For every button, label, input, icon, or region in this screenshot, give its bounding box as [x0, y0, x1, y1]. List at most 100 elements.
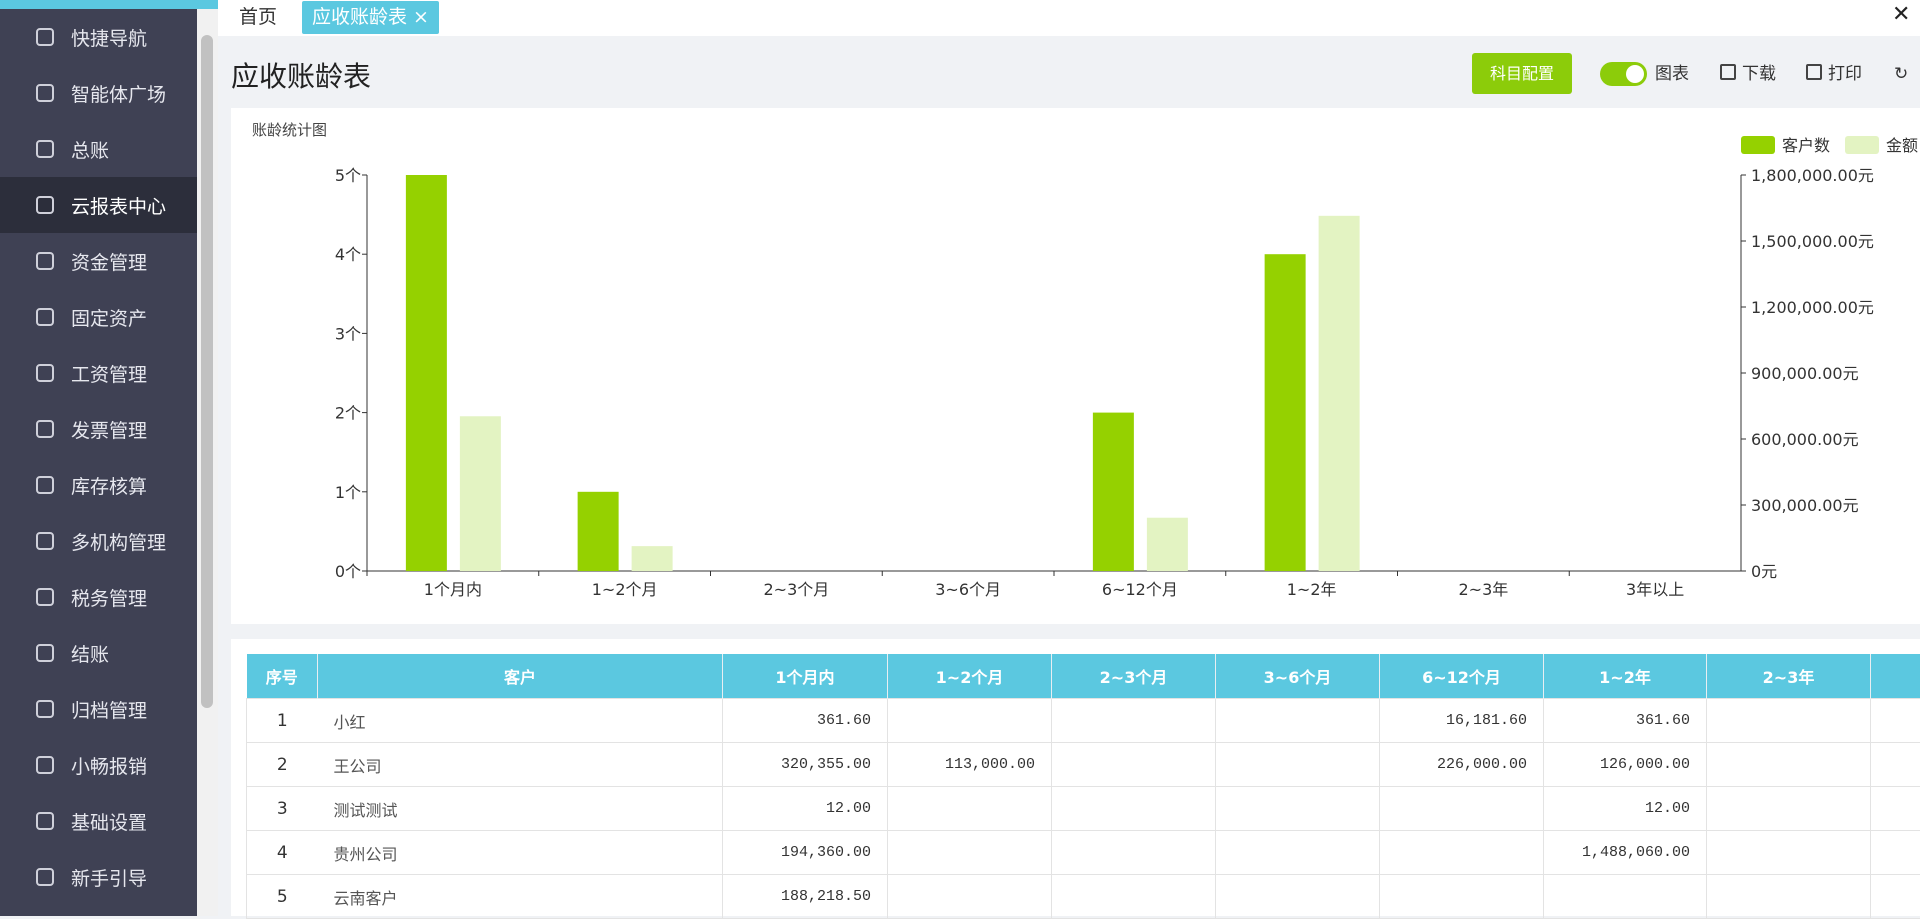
- nav-item[interactable]: 云报表中心: [0, 177, 197, 233]
- sidebar: 快捷导航智能体广场总账云报表中心资金管理固定资产工资管理发票管理库存核算多机构管…: [0, 0, 197, 916]
- nav-item[interactable]: 资金管理: [0, 233, 197, 289]
- bar: [632, 546, 673, 571]
- empty-cell: [1707, 831, 1871, 875]
- tab[interactable]: 首页: [229, 1, 287, 34]
- y2-tick-label: 1,800,000.00元: [1751, 166, 1874, 185]
- print-label: 打印: [1828, 64, 1862, 84]
- empty-cell: [888, 875, 1052, 919]
- nav-icon: [36, 196, 54, 214]
- cell: 320,355.00: [723, 743, 888, 787]
- x-tick-label: 1个月内: [424, 580, 482, 599]
- empty-cell: [888, 787, 1052, 831]
- bar: [1093, 413, 1134, 571]
- empty-cell: [1871, 787, 1920, 831]
- nav-item[interactable]: 税务管理: [0, 569, 197, 625]
- nav-icon: [36, 308, 54, 326]
- cell: 小红: [318, 699, 723, 743]
- nav-label: 资金管理: [71, 248, 147, 275]
- empty-cell: [1216, 831, 1380, 875]
- nav-item[interactable]: 智能体广场: [0, 65, 197, 121]
- x-tick-label: 3年以上: [1626, 580, 1684, 599]
- nav-label: 税务管理: [71, 584, 147, 611]
- y-tick-label: 4个: [335, 245, 361, 264]
- cell: 1,488,060.00: [1544, 831, 1707, 875]
- chart-title: 账龄统计图: [252, 121, 327, 139]
- nav-item[interactable]: 小畅报销: [0, 737, 197, 793]
- chart-toggle-label[interactable]: 图表: [1655, 62, 1689, 86]
- nav-item[interactable]: 总账: [0, 121, 197, 177]
- header-cell: 2~3年: [1707, 654, 1871, 699]
- cell: 12.00: [1544, 787, 1707, 831]
- print-button[interactable]: 打印: [1806, 62, 1862, 86]
- y2-tick-label: 1,500,000.00元: [1751, 232, 1874, 251]
- empty-cell: [1052, 699, 1216, 743]
- nav-item[interactable]: 基础设置: [0, 793, 197, 849]
- empty-cell: [1380, 875, 1544, 919]
- nav-icon: [36, 84, 54, 102]
- nav-icon: [36, 140, 54, 158]
- y-tick-label: 3个: [335, 324, 361, 343]
- cell: 194,360.00: [723, 831, 888, 875]
- empty-cell: [1871, 875, 1920, 919]
- nav-item[interactable]: 归档管理: [0, 681, 197, 737]
- y2-tick-label: 0元: [1751, 562, 1777, 581]
- cell: 188,218.50: [723, 875, 888, 919]
- header-cell: 2~3个月: [1052, 654, 1216, 699]
- y-tick-label: 0个: [335, 562, 361, 581]
- cell: 126,000.00: [1544, 743, 1707, 787]
- close-button[interactable]: ✕: [1892, 2, 1910, 27]
- nav-label: 多机构管理: [71, 528, 166, 555]
- nav-item[interactable]: 多机构管理: [0, 513, 197, 569]
- nav-item[interactable]: 发票管理: [0, 401, 197, 457]
- scroll-thumb[interactable]: [201, 35, 213, 708]
- nav-item[interactable]: 结账: [0, 625, 197, 681]
- y-tick-label: 5个: [335, 166, 361, 185]
- cell: 16,181.60: [1380, 699, 1544, 743]
- nav-icon: [36, 252, 54, 270]
- empty-cell: [1216, 699, 1380, 743]
- nav-label: 智能体广场: [71, 80, 166, 107]
- page-title: 应收账龄表: [231, 55, 371, 95]
- nav-item[interactable]: 库存核算: [0, 457, 197, 513]
- download-button[interactable]: 下载: [1720, 62, 1776, 86]
- header-cell: 6~12个月: [1380, 654, 1544, 699]
- tab-label: 应收账龄表: [312, 6, 407, 28]
- nav-icon: [36, 28, 54, 46]
- bar: [578, 492, 619, 571]
- nav-item[interactable]: 工资管理: [0, 345, 197, 401]
- header-cell: 1个月内: [723, 654, 888, 699]
- cell: 361.60: [723, 699, 888, 743]
- config-button[interactable]: 科目配置: [1472, 53, 1572, 94]
- chart-toggle[interactable]: [1600, 62, 1647, 86]
- bar: [406, 175, 447, 571]
- tab-bar: [218, 0, 1920, 36]
- bar: [460, 416, 501, 571]
- nav-label: 云报表中心: [71, 192, 166, 219]
- empty-cell: [1052, 875, 1216, 919]
- y-tick-label: 2个: [335, 404, 361, 423]
- nav-item[interactable]: 新手引导: [0, 849, 197, 905]
- cell: 测试测试: [318, 787, 723, 831]
- y2-tick-label: 600,000.00元: [1751, 430, 1859, 449]
- nav-item[interactable]: 固定资产: [0, 289, 197, 345]
- refresh-button[interactable]: ↻: [1894, 62, 1908, 86]
- empty-cell: [1871, 831, 1920, 875]
- tab-active[interactable]: 应收账龄表 ×: [302, 1, 439, 34]
- nav-label: 基础设置: [71, 808, 147, 835]
- x-tick-label: 2~3年: [1458, 580, 1508, 599]
- cell: 云南客户: [318, 875, 723, 919]
- cell: 5: [247, 875, 318, 919]
- nav-item[interactable]: 快捷导航: [0, 9, 197, 65]
- nav-label: 总账: [71, 136, 109, 163]
- nav-icon: [36, 812, 54, 830]
- header-cell-overflow: [1871, 654, 1920, 699]
- nav-label: 结账: [71, 640, 109, 667]
- nav-icon: [36, 756, 54, 774]
- y-tick-label: 1个: [335, 483, 361, 502]
- download-label: 下载: [1742, 64, 1776, 84]
